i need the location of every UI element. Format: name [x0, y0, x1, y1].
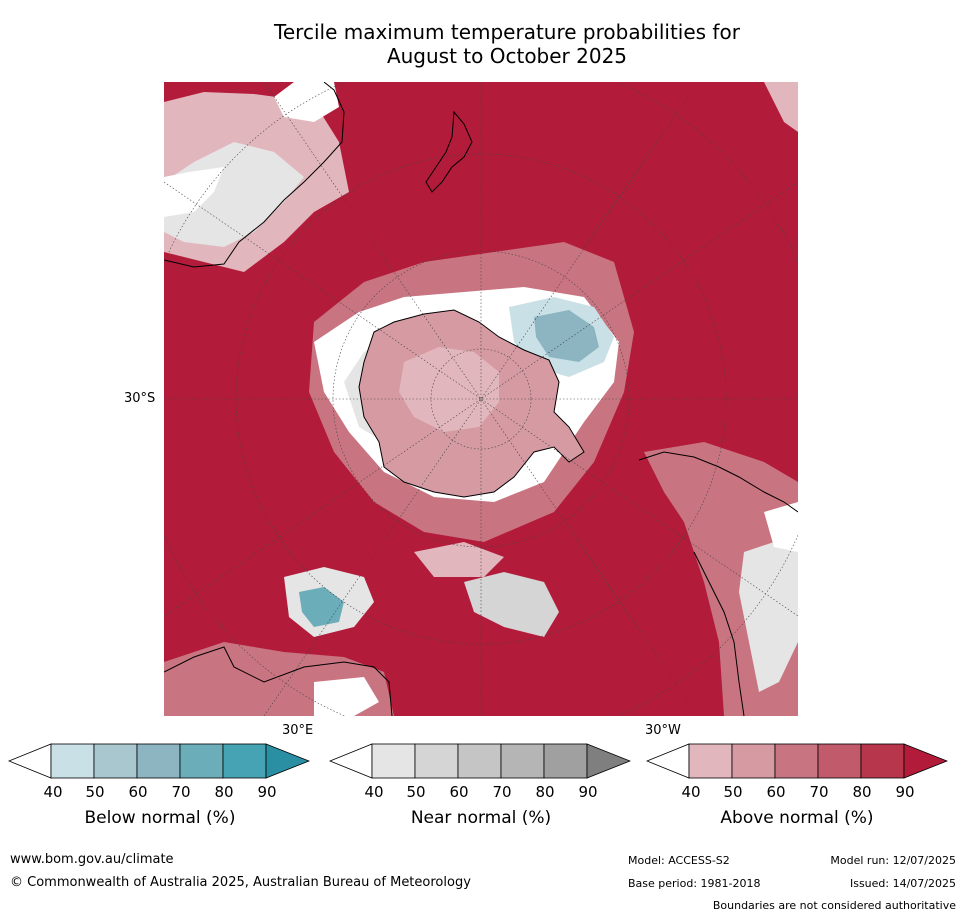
lon-label-30e: 30°E [282, 723, 314, 738]
colorbar-extend-low [646, 743, 690, 779]
colorbar-near [329, 743, 631, 780]
tick-label: 80 [852, 783, 872, 801]
tick-label: 70 [171, 783, 191, 801]
colorbar-above-ticks: 40 50 60 70 80 90 [646, 783, 948, 803]
colorbar-extend-high [586, 743, 631, 779]
south-america-near-normal [739, 542, 798, 692]
colorbar-above [646, 743, 948, 780]
model-name: Model: ACCESS-S2 [628, 854, 730, 867]
tick-label: 60 [766, 783, 786, 801]
colorbar-bin [50, 743, 95, 779]
tick-label: 90 [895, 783, 915, 801]
colorbar-extend-high [265, 743, 310, 779]
below-normal-patch-2 [534, 310, 599, 362]
colorbar-bin [817, 743, 862, 779]
title-line-2: August to October 2025 [386, 44, 628, 68]
south-america-coastline [638, 451, 798, 716]
model-run-date: Model run: 12/07/2025 [830, 854, 956, 867]
tick-label: 80 [535, 783, 555, 801]
tick-label: 60 [128, 783, 148, 801]
colorbar-bin [860, 743, 905, 779]
probability-map [164, 82, 798, 716]
colorbar-extend-high [903, 743, 948, 779]
new-zealand [425, 110, 473, 193]
colorbar-bin [414, 743, 459, 779]
africa-coastline [164, 646, 393, 716]
lon-label-30w: 30°W [645, 723, 681, 738]
australia-coastline [164, 82, 345, 268]
colorbar-bin [179, 743, 224, 779]
tick-label: 50 [723, 783, 743, 801]
colorbar-extend-low [329, 743, 373, 779]
tick-label: 50 [406, 783, 426, 801]
mid-ocean-near-normal [464, 572, 559, 637]
australia-near-normal [164, 142, 304, 247]
africa-white [314, 677, 379, 716]
disclaimer: Boundaries are not considered authoritat… [712, 899, 956, 912]
colorbar-bin [136, 743, 181, 779]
colorbar-extend-low [8, 743, 52, 779]
colorbar-bin [731, 743, 776, 779]
colorbar-bin [543, 743, 588, 779]
colorbar-near-label: Near normal (%) [410, 808, 552, 828]
tick-label: 80 [214, 783, 234, 801]
indian-ocean-below-normal [299, 587, 344, 627]
copyright: © Commonwealth of Australia 2025, Austra… [10, 875, 471, 890]
colorbar-bin [688, 743, 733, 779]
title-line-1: Tercile maximum temperature probabilitie… [274, 20, 740, 44]
australia-top-white [274, 82, 339, 122]
south-america-white [764, 502, 798, 552]
issued-date: Issued: 14/07/2025 [849, 877, 956, 890]
colorbar-above-label: Above normal (%) [720, 808, 874, 828]
tick-label: 90 [257, 783, 277, 801]
tick-label: 70 [809, 783, 829, 801]
chart-title: Tercile maximum temperature probabilitie… [164, 20, 850, 68]
graticule [164, 82, 798, 716]
colorbar-bin [222, 743, 267, 779]
map-svg [164, 82, 798, 716]
colorbar-below-label: Below normal (%) [84, 808, 236, 828]
website-link[interactable]: www.bom.gov.au/climate [10, 852, 174, 867]
colorbar-near-ticks: 40 50 60 70 80 90 [329, 783, 631, 803]
australia-white [164, 167, 224, 217]
lat-label-30s: 30°S [124, 391, 156, 406]
mid-ocean-light [414, 542, 504, 577]
tick-label: 90 [578, 783, 598, 801]
pacific-near-normal [764, 82, 798, 132]
colorbar-bin [93, 743, 138, 779]
tick-label: 40 [43, 783, 63, 801]
colorbar-bin [774, 743, 819, 779]
tick-label: 40 [681, 783, 701, 801]
colorbar-below-ticks: 40 50 60 70 80 90 [8, 783, 310, 803]
colorbar-bin [500, 743, 545, 779]
base-period: Base period: 1981-2018 [628, 877, 761, 890]
tick-label: 60 [449, 783, 469, 801]
colorbar-bin [371, 743, 416, 779]
colorbar-below [8, 743, 310, 780]
antarctica-inner [399, 347, 499, 432]
tick-label: 50 [85, 783, 105, 801]
tick-label: 70 [492, 783, 512, 801]
colorbar-bin [457, 743, 502, 779]
tick-label: 40 [364, 783, 384, 801]
